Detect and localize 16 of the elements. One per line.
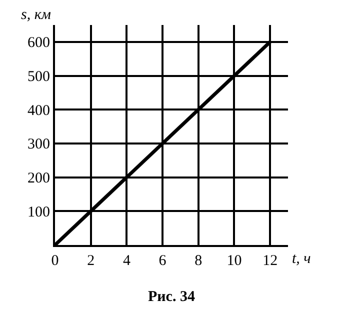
y-axis-title: s, км [21, 7, 52, 23]
y-tick-label: 300 [28, 136, 50, 153]
x-tick-label: 8 [194, 253, 202, 269]
y-tick-label: 200 [28, 170, 50, 187]
y-tick-label: 600 [28, 35, 50, 52]
y-tick-label: 100 [28, 204, 50, 220]
x-axis-title: t, ч [292, 251, 311, 267]
x-tick-label: 10 [226, 253, 242, 269]
y-tick-label: 500 [28, 69, 50, 86]
text: Рис. 34 [148, 289, 196, 305]
x-tick-label: 4 [122, 253, 131, 269]
x-tick-label: 0 [51, 253, 59, 269]
x-tick-label: 2 [87, 253, 95, 269]
x-tick-label: 12 [262, 253, 278, 269]
y-tick-label: 400 [28, 102, 50, 119]
x-tick-label: 6 [158, 253, 167, 269]
